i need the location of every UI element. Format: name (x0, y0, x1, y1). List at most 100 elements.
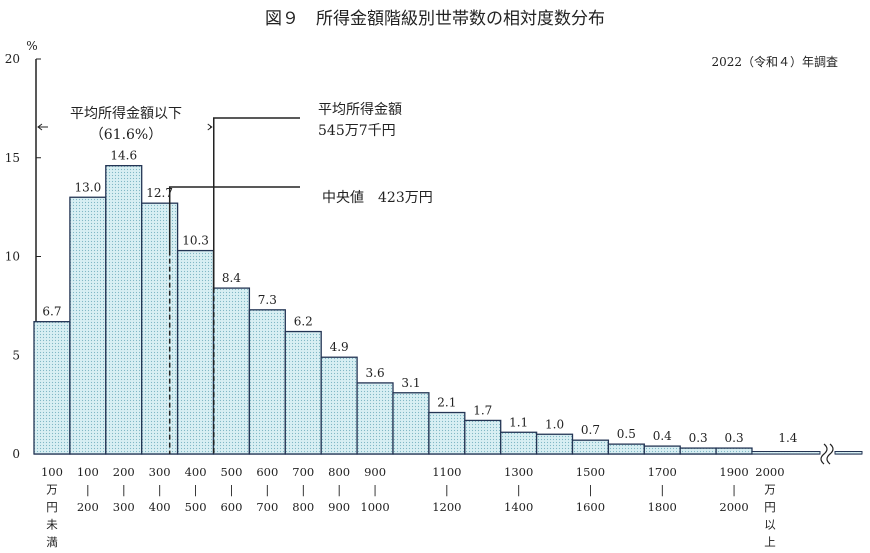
bar-value-label: 2.1 (437, 396, 456, 410)
x-tick-label-line: 800 (292, 500, 314, 514)
x-tick-label-line: | (301, 483, 305, 498)
bar (33, 321, 71, 455)
x-tick-label-line: 800 (328, 465, 350, 479)
mean-label: 平均所得金額 (318, 101, 402, 118)
x-tick-label-line: 700 (292, 465, 314, 479)
bar (643, 445, 681, 455)
x-tick-label: 500 | 600 (220, 465, 242, 514)
bar-value-label: 13.0 (74, 180, 101, 194)
bar (248, 309, 286, 455)
x-tick-label-line: 上 (764, 535, 776, 549)
x-tick-label-line: | (517, 483, 521, 498)
x-tick-label: 1500 | 1600 (576, 465, 605, 514)
bar-value-label: 0.3 (689, 431, 708, 445)
x-tick-label-line: 400 (185, 465, 207, 479)
bar-value-label: 0.4 (653, 429, 672, 443)
bar-value-label: 10.3 (182, 234, 209, 248)
bar (464, 419, 502, 455)
x-tick-label-line: | (445, 483, 449, 498)
x-tick-label-line: | (660, 483, 664, 498)
x-tick-label-line: 600 (220, 500, 242, 514)
y-tick-label: 20 (5, 52, 20, 66)
bar (212, 287, 251, 455)
x-tick-label: 300 | 400 (149, 465, 171, 514)
x-tick-label: 100 | 200 (77, 465, 99, 514)
mean-leader-line (213, 117, 300, 289)
bar-value-label: 8.4 (222, 271, 241, 285)
bar (392, 392, 430, 455)
bar-value-label: 3.6 (366, 366, 385, 380)
x-tick-label-line: 1600 (576, 500, 605, 514)
x-tick-label-line: | (158, 483, 162, 498)
bar-value-label: 1.7 (473, 403, 492, 417)
x-tick-label-line: 未 (46, 518, 58, 532)
bar-value-label: 3.1 (401, 376, 420, 390)
x-tick-label-line: | (732, 483, 736, 498)
x-tick-label: 1300 | 1400 (504, 465, 533, 514)
bar (69, 196, 107, 455)
below-mean-label: 平均所得金額以下 (70, 105, 182, 122)
bar (500, 431, 538, 455)
x-tick-label-line: 1000 (360, 500, 389, 514)
median-leader-line (168, 186, 300, 251)
below-mean-percent: （61.6%） (90, 127, 162, 143)
x-tick-label-line: 万 (46, 483, 58, 497)
y-tick-label: 5 (12, 348, 20, 362)
x-tick-label-line: 300 (149, 465, 171, 479)
bar-value-label: 6.7 (42, 305, 61, 319)
bar-value-label: 6.2 (294, 315, 313, 329)
x-tick-label-line: 600 (256, 465, 278, 479)
bar (356, 382, 394, 455)
arrow-right-icon (207, 123, 213, 131)
bar (679, 447, 717, 455)
x-tick-label-line: 1300 (504, 465, 533, 479)
x-tick-label-line: 200 (113, 465, 135, 479)
x-tick-label: 700 | 800 (292, 465, 314, 514)
x-tick-label-line: 万 (764, 483, 776, 497)
x-tick-label: 200 | 300 (113, 465, 135, 514)
bar (715, 447, 753, 455)
bar-value-label: 0.7 (581, 423, 600, 437)
x-tick-label-line: | (230, 483, 234, 498)
x-tick-label-line: 100 (41, 465, 63, 479)
median-label: 中央値 423万円 (322, 190, 433, 206)
x-tick-label-line: 1700 (648, 465, 677, 479)
bar-value-label: 12.7 (146, 186, 173, 200)
x-tick-label-line: 400 (149, 500, 171, 514)
arrow-left-icon (37, 123, 48, 131)
bar-value-label: 1.4 (778, 431, 797, 445)
bar-value-label: 4.9 (330, 340, 349, 354)
x-tick-label-line: 1800 (648, 500, 677, 514)
bar-value-label: 0.3 (725, 431, 744, 445)
x-tick-label-line: 満 (46, 535, 58, 549)
x-tick-label-line: 700 (256, 500, 278, 514)
bar (141, 202, 179, 455)
bar-value-label: 0.5 (617, 427, 636, 441)
x-tick-label-line: 1200 (432, 500, 461, 514)
x-tick-label-line: 1100 (432, 465, 461, 479)
axis-break-icon (820, 443, 834, 465)
bar (320, 356, 358, 455)
x-tick-label-line: | (194, 483, 198, 498)
x-tick-label: 600 | 700 (256, 465, 278, 514)
chart-subtitle: 2022（令和４）年調査 (711, 54, 838, 69)
x-tick-label-line: 2000 (719, 500, 748, 514)
x-tick-label-line: 300 (113, 500, 135, 514)
bar-continued (834, 451, 863, 455)
y-tick-label: 0 (12, 447, 20, 461)
y-tick-label: 10 (5, 250, 20, 264)
x-tick-label-line: 500 (185, 500, 207, 514)
bar-value-label: 7.3 (258, 293, 277, 307)
x-tick-label-line: 以 (764, 518, 776, 532)
x-tick-label-line: 900 (364, 465, 386, 479)
x-tick-label-line: | (337, 483, 341, 498)
y-axis-unit: % (26, 39, 37, 53)
x-tick-label: 400 | 500 (185, 465, 207, 514)
x-tick-label-line: | (122, 483, 126, 498)
x-tick-label: 1100 | 1200 (432, 465, 461, 514)
x-tick-label-line: 100 (77, 465, 99, 479)
x-tick-label-line: 1500 (576, 465, 605, 479)
